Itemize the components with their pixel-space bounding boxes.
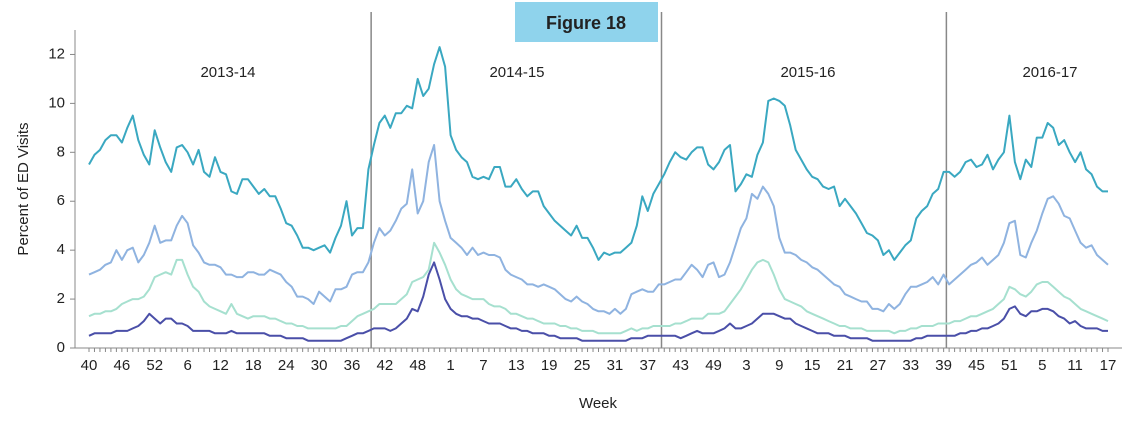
x-tick-label: 6 bbox=[183, 357, 191, 374]
season-label: 2013-14 bbox=[200, 64, 255, 81]
x-tick-label: 49 bbox=[705, 357, 722, 374]
x-tick-label: 5 bbox=[1038, 357, 1046, 374]
x-tick-label: 12 bbox=[212, 357, 229, 374]
x-tick-label: 30 bbox=[311, 357, 328, 374]
x-tick-label: 45 bbox=[968, 357, 985, 374]
x-tick-label: 13 bbox=[508, 357, 525, 374]
x-tick-label: 3 bbox=[742, 357, 750, 374]
y-tick-label: 2 bbox=[57, 290, 65, 307]
x-tick-label: 52 bbox=[146, 357, 163, 374]
x-tick-label: 42 bbox=[376, 357, 393, 374]
y-tick-label: 12 bbox=[48, 45, 65, 62]
x-tick-label: 7 bbox=[479, 357, 487, 374]
x-tick-label: 21 bbox=[837, 357, 854, 374]
x-tick-label: 11 bbox=[1067, 357, 1083, 374]
x-tick-label: 19 bbox=[541, 357, 558, 374]
x-tick-label: 40 bbox=[81, 357, 98, 374]
series-line bbox=[88, 144, 1109, 315]
y-tick-label: 8 bbox=[57, 143, 65, 160]
chart-title: Figure 18 bbox=[546, 13, 626, 33]
series-line bbox=[88, 261, 1108, 342]
x-tick-label: 9 bbox=[775, 357, 783, 374]
season-label: 2015-16 bbox=[780, 64, 835, 81]
x-tick-label: 25 bbox=[574, 357, 591, 374]
x-tick-label: 36 bbox=[344, 357, 361, 374]
x-tick-label: 43 bbox=[672, 357, 689, 374]
y-tick-label: 6 bbox=[57, 192, 65, 209]
x-tick-label: 31 bbox=[607, 357, 624, 374]
season-label: 2014-15 bbox=[489, 64, 544, 81]
series-line bbox=[88, 46, 1108, 261]
y-tick-label: 4 bbox=[57, 241, 65, 258]
x-axis-label: Week bbox=[579, 395, 618, 412]
x-tick-label: 17 bbox=[1100, 357, 1117, 374]
x-tick-label: 15 bbox=[804, 357, 821, 374]
x-tick-label: 33 bbox=[902, 357, 919, 374]
x-tick-label: 39 bbox=[935, 357, 952, 374]
x-tick-label: 46 bbox=[114, 357, 131, 374]
x-tick-label: 37 bbox=[639, 357, 656, 374]
x-tick-label: 48 bbox=[409, 357, 426, 374]
y-axis-label: Percent of ED Visits bbox=[15, 122, 32, 255]
y-tick-label: 10 bbox=[48, 94, 65, 111]
x-tick-label: 18 bbox=[245, 357, 262, 374]
x-tick-label: 51 bbox=[1001, 357, 1018, 374]
x-tick-label: 27 bbox=[870, 357, 887, 374]
title-box bbox=[515, 2, 658, 42]
x-tick-label: 24 bbox=[278, 357, 295, 374]
series-line bbox=[88, 241, 1109, 335]
season-label: 2016-17 bbox=[1022, 64, 1077, 81]
x-tick-label: 1 bbox=[446, 357, 454, 374]
y-tick-label: 0 bbox=[57, 339, 65, 356]
